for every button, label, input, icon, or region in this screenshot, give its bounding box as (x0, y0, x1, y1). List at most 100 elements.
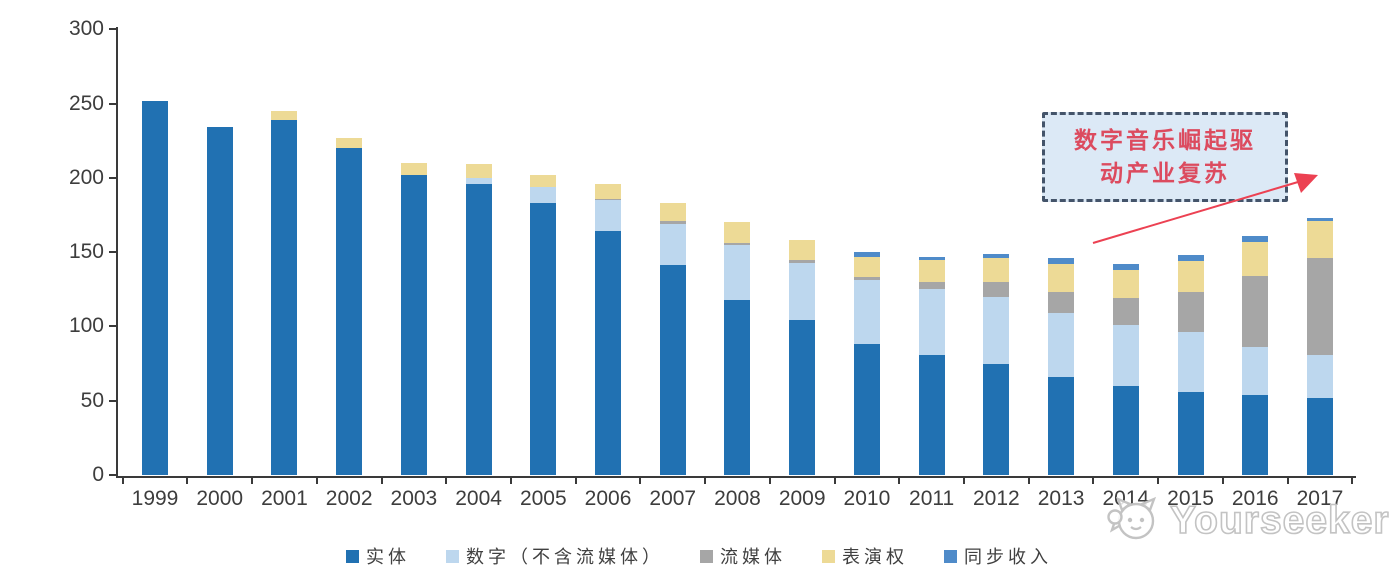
bar-segment-streaming (1177, 292, 1204, 333)
legend-label-digital-ex-streaming: 数字（不含流媒体） (466, 547, 664, 567)
bar-segment-physical (1048, 376, 1075, 475)
bar-segment-performance-rights (530, 174, 557, 187)
x-tick-mark (1286, 477, 1289, 484)
bar-segment-physical (142, 100, 168, 475)
legend-swatch-digital-ex-streaming (446, 549, 459, 563)
bar-2017 (1306, 217, 1333, 475)
x-tick-mark (1027, 477, 1030, 484)
bar-2000 (206, 127, 233, 475)
x-tick-label: 2017 (1296, 487, 1344, 510)
bar-segment-performance-rights (1112, 269, 1139, 299)
bar-segment-physical (206, 127, 233, 475)
y-tick-mark (109, 28, 117, 31)
bar-2015 (1177, 255, 1204, 475)
legend-label-performance-rights: 表演权 (842, 547, 908, 567)
x-tick-mark (574, 477, 577, 484)
x-tick-mark (1157, 477, 1160, 484)
bar-2016 (1242, 235, 1269, 475)
watermark-text: Yourseeker (1169, 498, 1390, 543)
x-tick-label: 2000 (196, 487, 244, 510)
y-tick-label: 50 (80, 388, 104, 412)
y-tick-label: 200 (68, 165, 104, 189)
yourseeker-logo-icon (1107, 496, 1157, 540)
bar-segment-streaming (659, 220, 686, 224)
x-tick-mark (1092, 477, 1095, 484)
bar-segment-performance-rights (1306, 220, 1333, 259)
bar-segment-digital-ex-streaming (918, 289, 945, 355)
legend-item-performance-rights: 表演权 (822, 543, 908, 569)
x-tick-mark (380, 477, 383, 484)
bar-2003 (400, 162, 427, 475)
legend-swatch-streaming (700, 549, 713, 563)
bar-segment-physical (853, 344, 880, 475)
y-tick-label: 0 (92, 463, 104, 486)
x-tick-mark (1221, 477, 1224, 484)
x-tick-label: 2015 (1167, 487, 1214, 510)
bar-2009 (789, 240, 816, 475)
y-tick-label: 100 (68, 314, 104, 338)
bar-segment-physical (465, 183, 492, 475)
x-tick-label: 2001 (261, 487, 308, 510)
x-tick-label: 2012 (973, 487, 1020, 510)
annotation-text-line1: 数字音乐崛起驱 (1074, 127, 1256, 153)
y-tick-mark (109, 251, 117, 254)
bar-segment-performance-rights (400, 162, 427, 175)
bar-2005 (530, 174, 557, 475)
bar-segment-sync (1177, 255, 1204, 262)
bar-segment-digital-ex-streaming (1112, 324, 1139, 386)
x-tick-mark (445, 477, 448, 484)
bar-segment-physical (983, 363, 1010, 475)
legend-label-physical: 实体 (366, 547, 410, 567)
bar-segment-physical (1242, 394, 1269, 475)
x-tick-label: 2016 (1231, 487, 1279, 510)
x-tick-mark (509, 477, 512, 484)
x-tick-label: 1999 (131, 487, 179, 510)
bar-segment-performance-rights (336, 137, 363, 149)
bar-2011 (918, 256, 945, 475)
legend-swatch-physical (346, 549, 359, 563)
bar-segment-streaming (595, 198, 622, 201)
x-tick-label: 2007 (649, 487, 697, 510)
bar-segment-performance-rights (1242, 241, 1269, 276)
bar-segment-streaming (1242, 275, 1269, 348)
y-tick-mark (109, 474, 117, 476)
bar-segment-digital-ex-streaming (659, 223, 686, 266)
bar-2004 (465, 164, 492, 475)
bar-segment-physical (530, 203, 557, 475)
legend-item-streaming: 流媒体 (700, 543, 786, 569)
x-tick-label: 2003 (390, 487, 438, 510)
bar-2007 (659, 203, 686, 475)
y-tick-mark (109, 176, 117, 179)
x-tick-label: 2010 (843, 487, 891, 510)
x-tick-mark (704, 477, 707, 484)
bar-segment-sync (1048, 258, 1075, 264)
bar-2012 (983, 253, 1010, 475)
x-tick-label: 2013 (1037, 487, 1085, 510)
bar-segment-performance-rights (853, 256, 880, 278)
x-tick-label: 2005 (519, 487, 567, 510)
x-tick-mark (768, 477, 771, 484)
bar-segment-streaming (789, 259, 816, 263)
bar-segment-sync (1112, 263, 1139, 270)
legend-label-sync: 同步收入 (964, 547, 1052, 567)
bar-segment-performance-rights (271, 110, 298, 120)
bar-segment-streaming (853, 277, 880, 281)
y-tick-label: 150 (68, 240, 104, 264)
x-tick-mark (963, 477, 965, 484)
legend-item-digital-ex-streaming: 数字（不含流媒体） (446, 543, 664, 569)
x-tick-mark (898, 477, 901, 484)
bar-segment-digital-ex-streaming (465, 177, 492, 184)
bar-2006 (595, 183, 622, 475)
bar-segment-performance-rights (595, 183, 622, 199)
x-tick-mark (639, 477, 642, 484)
x-tick-label: 2011 (909, 487, 955, 510)
y-tick-mark (109, 399, 117, 402)
bar-segment-physical (271, 119, 298, 475)
bar-segment-physical (1112, 385, 1139, 475)
x-tick-label: 2009 (778, 487, 826, 510)
bar-segment-streaming (1048, 292, 1075, 314)
bar-segment-streaming (1306, 258, 1333, 355)
bar-segment-physical (1306, 397, 1333, 475)
bar-2013 (1048, 258, 1075, 475)
